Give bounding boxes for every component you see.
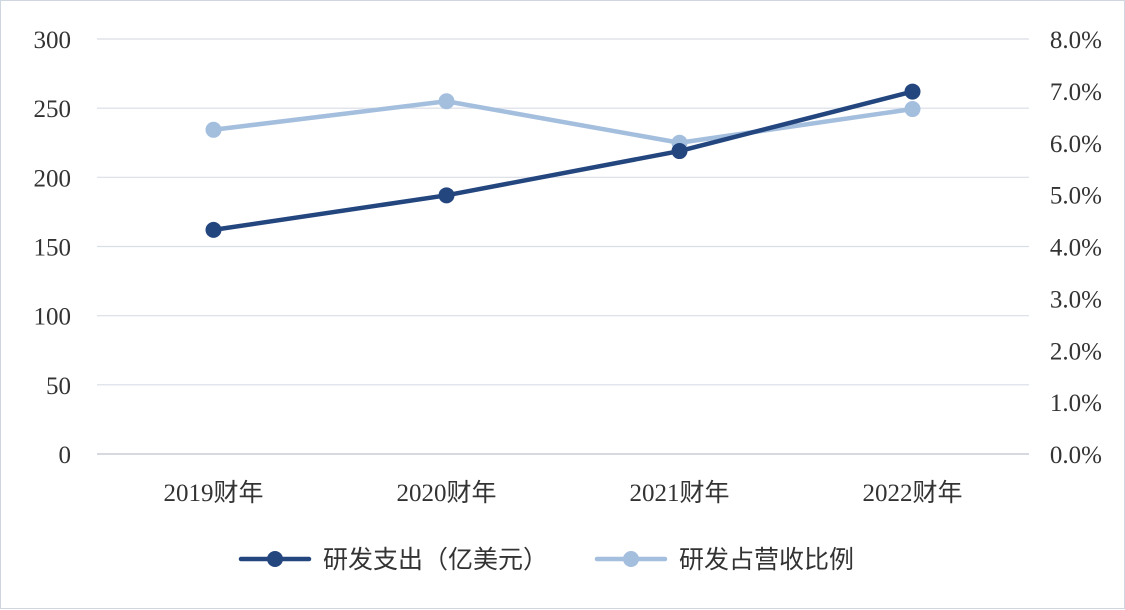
x-tick-label: 2019财年 (163, 479, 263, 507)
data-point (904, 83, 921, 100)
legend-marker (623, 551, 639, 567)
legend: 研发支出（亿美元） 研发占营收比例 (238, 545, 854, 574)
data-point (438, 187, 455, 204)
series-line (211, 99, 915, 145)
data-point (205, 121, 222, 138)
legend-label: 研发支出（亿美元） (323, 545, 548, 574)
right-tick-label: 4.0% (1050, 235, 1102, 262)
right-tick-label: 5.0% (1050, 183, 1102, 210)
data-point (904, 101, 921, 118)
left-tick-label: 0 (59, 442, 72, 469)
data-point (205, 221, 222, 238)
right-tick-label: 7.0% (1050, 79, 1102, 106)
data-point (671, 143, 688, 160)
x-axis: 2019财年 2020财年 2021财年 2022财年 (163, 479, 962, 507)
right-tick-label: 8.0% (1050, 27, 1102, 54)
x-tick-label: 2022财年 (862, 479, 962, 507)
left-tick-label: 100 (34, 304, 72, 331)
left-tick-label: 250 (34, 96, 72, 123)
legend-item: 研发占营收比例 (594, 545, 854, 574)
left-tick-label: 50 (46, 373, 71, 400)
left-tick-label: 150 (34, 235, 72, 262)
series-spend (205, 83, 921, 238)
right-tick-label: 2.0% (1050, 338, 1102, 365)
left-tick-label: 200 (34, 165, 72, 192)
x-tick-label: 2020财年 (396, 479, 496, 507)
x-tick-label: 2021财年 (629, 479, 729, 507)
right-tick-label: 0.0% (1050, 442, 1102, 469)
right-y-axis: 0.0% 1.0% 2.0% 3.0% 4.0% 5.0% 6.0% 7.0% 8.0% (1050, 27, 1102, 469)
series-ratio (205, 93, 921, 151)
legend-label: 研发占营收比例 (679, 545, 854, 574)
right-tick-label: 6.0% (1050, 131, 1102, 158)
gridlines (97, 38, 1029, 455)
right-tick-label: 1.0% (1050, 390, 1102, 417)
right-tick-label: 3.0% (1050, 286, 1102, 313)
legend-item: 研发支出（亿美元） (238, 545, 548, 574)
data-point (438, 93, 455, 110)
left-tick-label: 300 (34, 27, 72, 54)
series (205, 83, 921, 238)
left-y-axis: 0 50 100 150 200 250 300 (34, 27, 72, 469)
legend-marker (267, 551, 283, 567)
series-line (211, 89, 915, 233)
